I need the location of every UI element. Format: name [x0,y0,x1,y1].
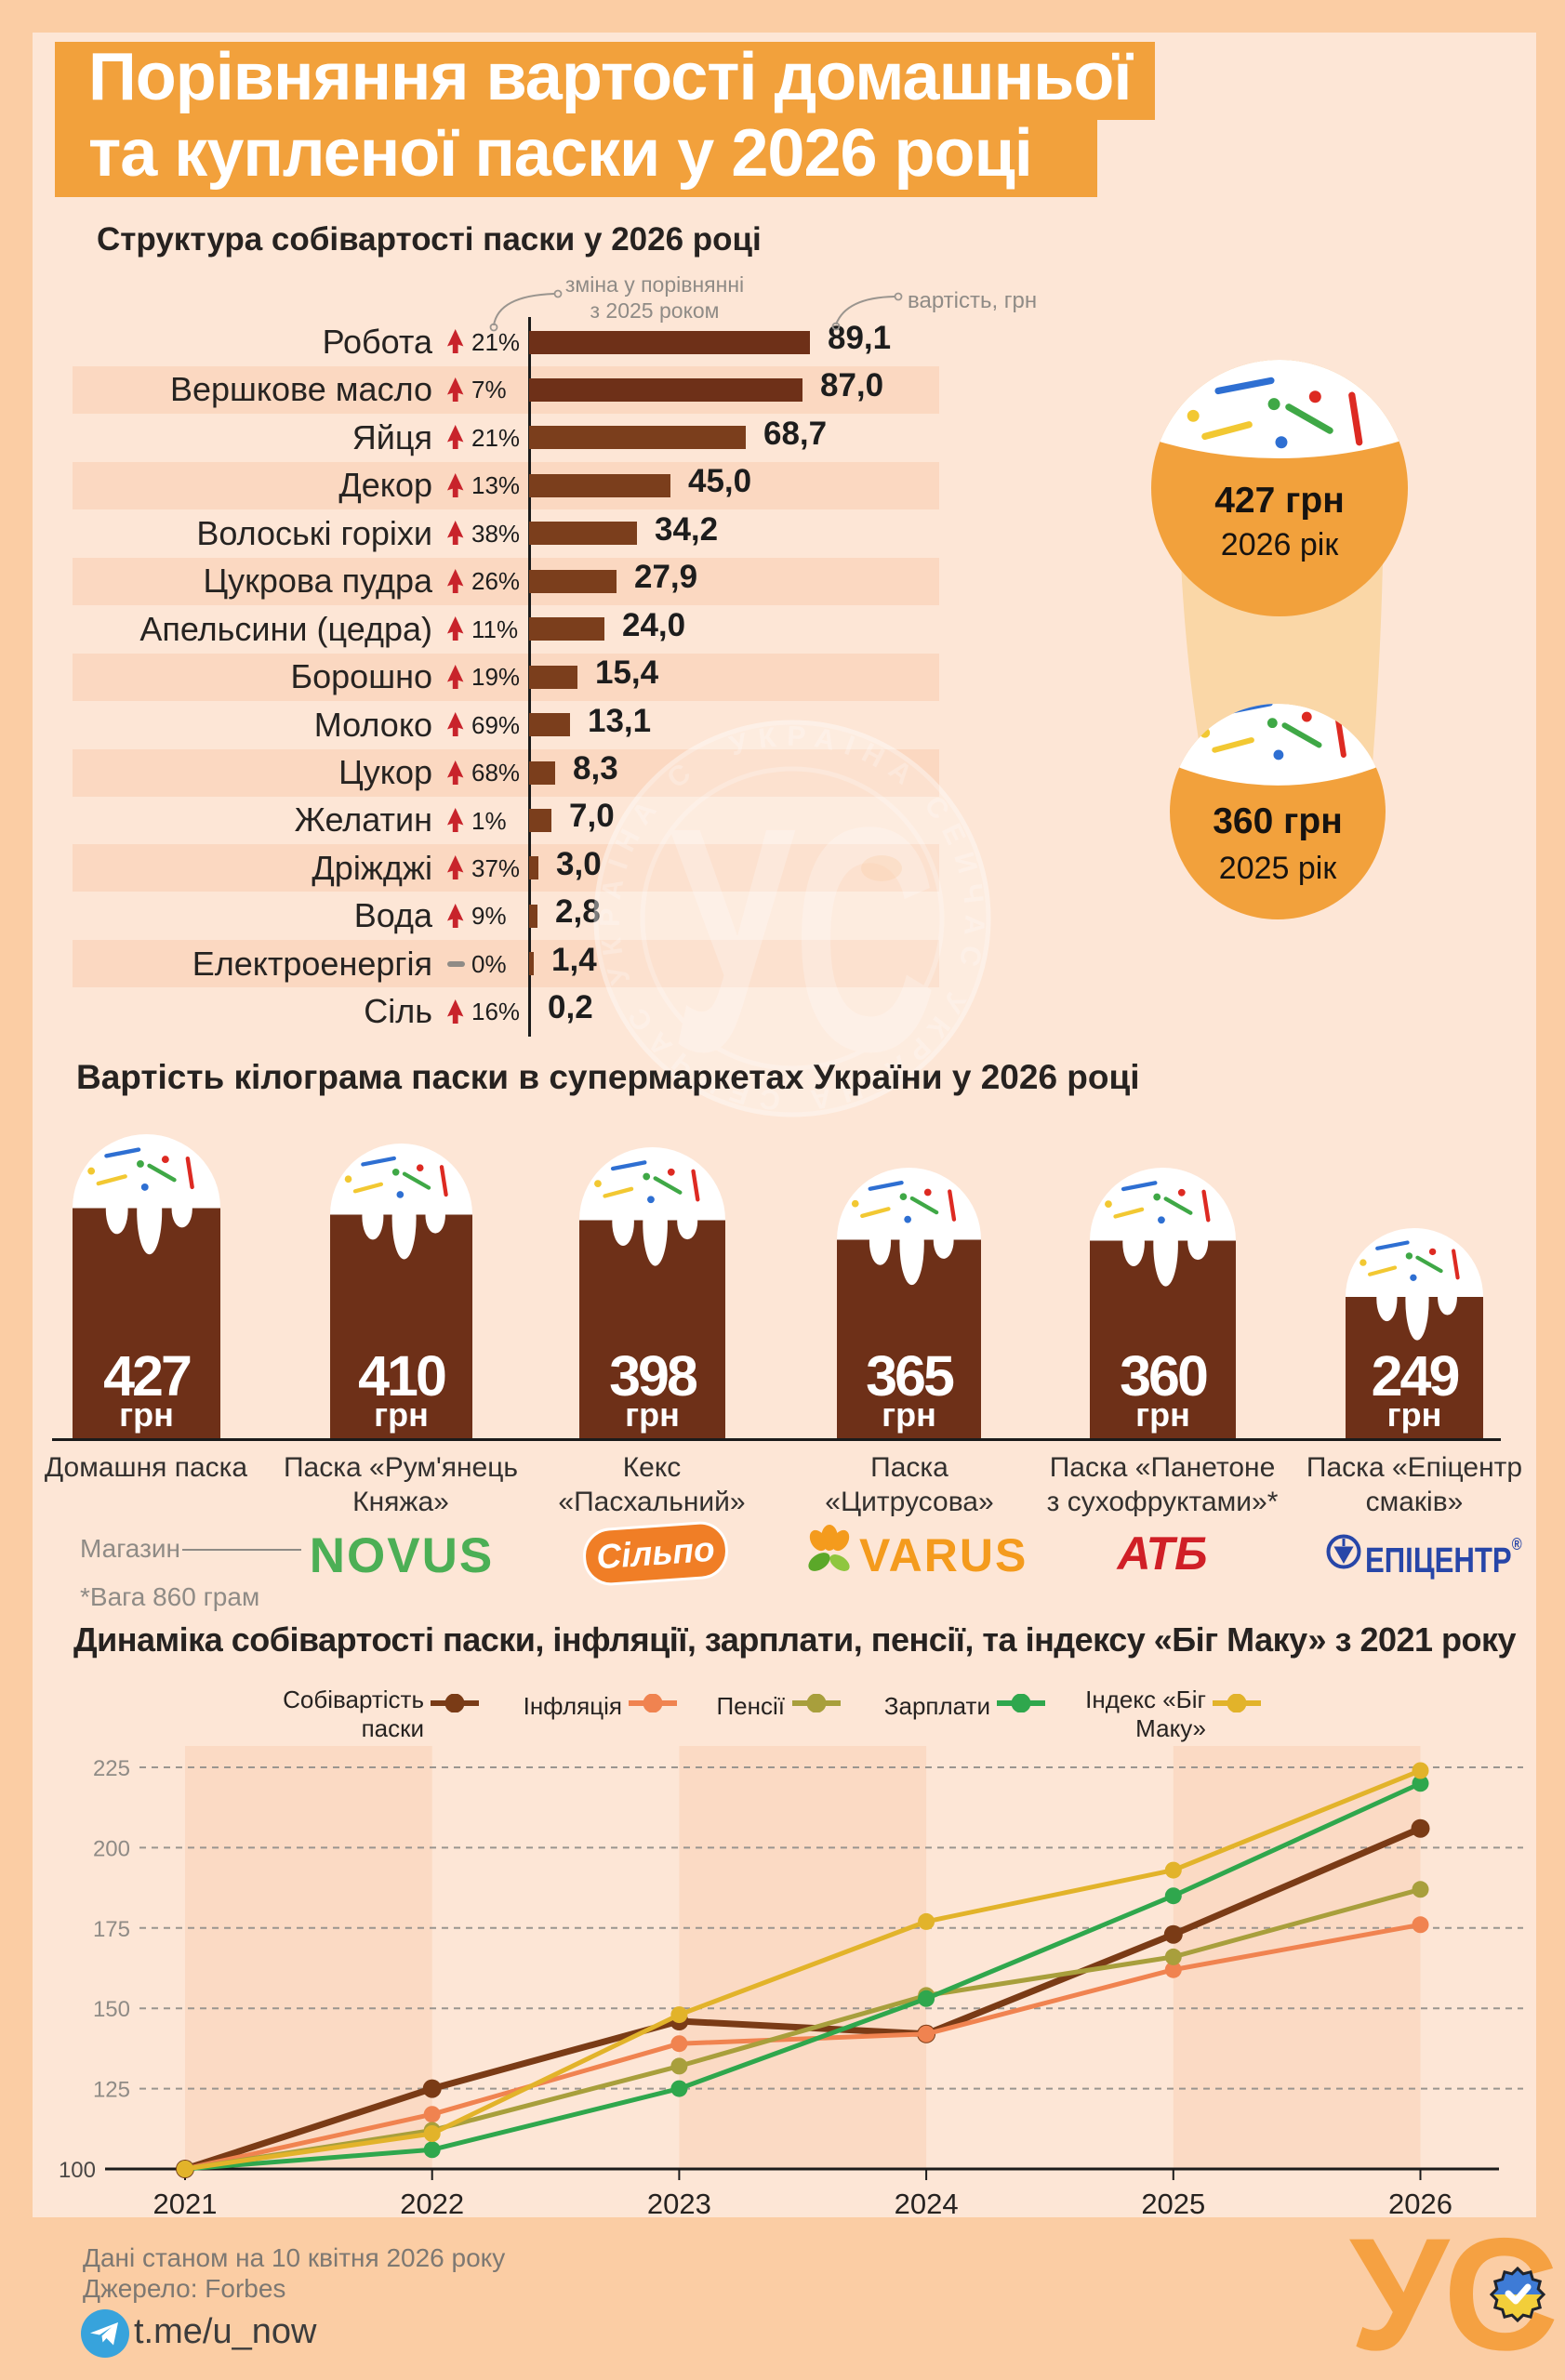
svg-text:150: 150 [93,1997,130,2022]
svg-text:225: 225 [93,1756,130,1781]
svg-text:2025: 2025 [1141,2188,1205,2220]
svg-text:2026: 2026 [1388,2188,1452,2220]
svg-text:175: 175 [93,1917,130,1942]
svg-text:2024: 2024 [895,2188,959,2220]
svg-text:УС: УС [670,760,936,1117]
svg-text:200: 200 [93,1836,130,1861]
svg-text:100: 100 [59,2158,96,2183]
svg-text:2022: 2022 [400,2188,464,2220]
svg-text:2023: 2023 [647,2188,711,2220]
svg-text:2021: 2021 [153,2188,218,2220]
svg-text:125: 125 [93,2078,130,2103]
